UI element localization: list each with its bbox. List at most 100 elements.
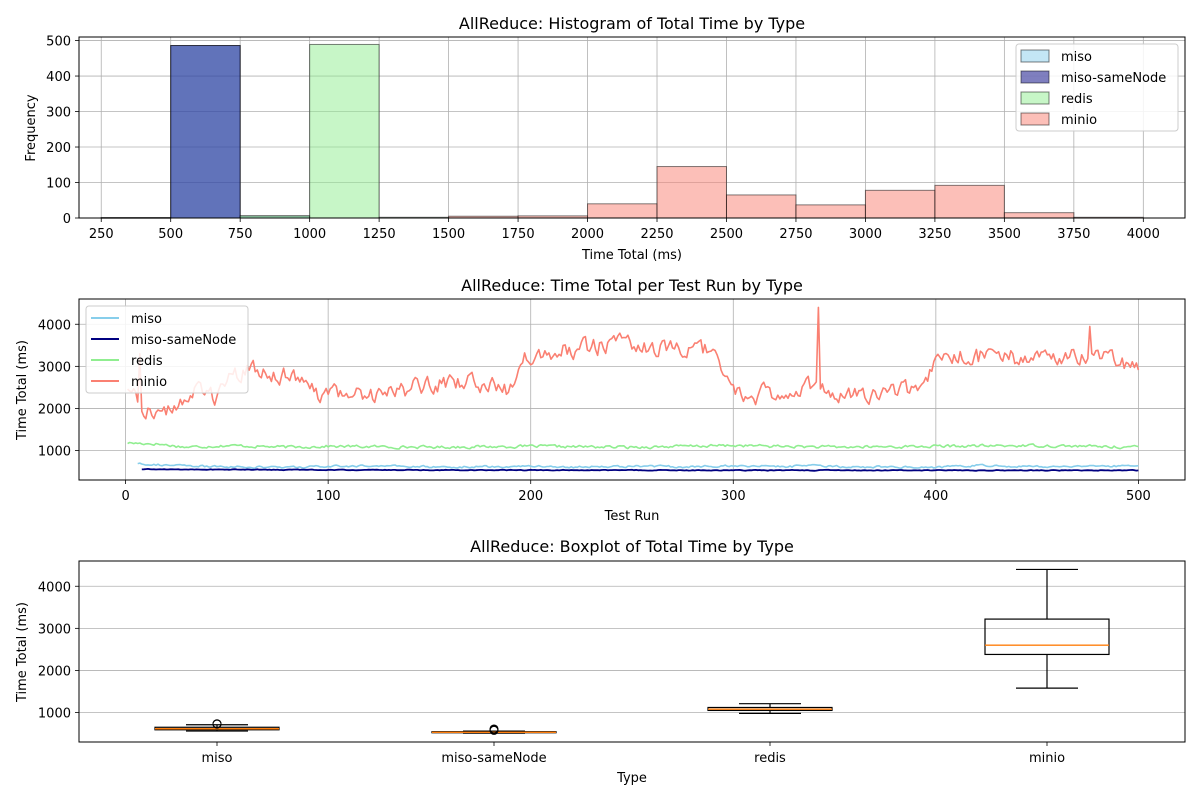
boxplot-x-axis-label: Type (616, 771, 647, 786)
histogram-tick-label-y-300: 300 (46, 106, 71, 121)
histogram-bar-minio-2250 (656, 166, 727, 219)
histogram-bar-minio-3250 (934, 184, 1005, 219)
line-legend-label-redis: redis (131, 354, 163, 369)
boxplot-tick-label-y-1000: 1000 (38, 707, 71, 722)
histogram-legend-label-miso-samenode: miso-sameNode (1061, 71, 1166, 86)
histogram-legend-swatch-miso (1020, 49, 1050, 63)
histogram-tick-label-y-200: 200 (46, 141, 71, 156)
boxplot-y-axis-label: Time Total (ms) (15, 602, 30, 703)
histogram-y-ticks: 0 100 200 300 400 500 (46, 35, 79, 227)
line-legend-label-miso-samenode: miso-sameNode (131, 333, 236, 348)
histogram-tick-label-y-500: 500 (46, 35, 71, 50)
histogram-legend-swatch-redis (1020, 91, 1050, 105)
histogram-x-axis-label: Time Total (ms) (581, 248, 682, 263)
histogram-tick-label-x-1750: 1750 (502, 227, 535, 242)
line-tick-label-x-400: 400 (923, 489, 948, 504)
histogram-bar-minio-3500 (1003, 212, 1075, 219)
line-x-axis-label: Test Run (604, 509, 660, 524)
histogram-legend-label-minio: minio (1061, 113, 1097, 128)
line-legend: miso miso-sameNode redis minio (85, 305, 249, 394)
boxplot-plot-frame (78, 560, 1186, 743)
line-series-redis (127, 441, 1139, 450)
line-tick-label-x-200: 200 (518, 489, 543, 504)
boxplot-x-ticks: miso miso-sameNode redis minio (201, 742, 1065, 766)
histogram-tick-label-x-4000: 4000 (1127, 227, 1160, 242)
line-y-ticks: 1000 2000 3000 4000 (38, 318, 79, 460)
histogram-legend-swatch-minio (1020, 112, 1050, 126)
line-tick-label-x-0: 0 (121, 489, 129, 504)
line-series (127, 306, 1140, 472)
boxplot-tick-label-x-miso-samenode: miso-sameNode (441, 751, 546, 766)
histogram-tick-label-x-250: 250 (89, 227, 114, 242)
histogram-tick-label-x-2500: 2500 (710, 227, 743, 242)
histogram-tick-label-x-2000: 2000 (571, 227, 604, 242)
histogram-legend-label-miso: miso (1061, 50, 1092, 65)
line-legend-box (85, 305, 249, 394)
line-tick-label-y-1000: 1000 (38, 445, 71, 460)
histogram-tick-label-y-0: 0 (63, 212, 71, 227)
line-legend-label-minio: minio (131, 375, 167, 390)
histogram-tick-label-x-1000: 1000 (293, 227, 326, 242)
histogram-bars (100, 43, 1144, 219)
histogram-tick-label-x-3750: 3750 (1057, 227, 1090, 242)
line-series-miso-samenode (141, 468, 1139, 472)
boxplot-tick-label-x-redis: redis (754, 751, 786, 766)
histogram-tick-label-x-1500: 1500 (432, 227, 465, 242)
histogram-legend-box (1015, 43, 1179, 132)
boxplot-tick-label-x-minio: minio (1029, 751, 1065, 766)
boxplot-box-minio (984, 618, 1110, 656)
histogram-tick-label-y-400: 400 (46, 70, 71, 85)
histogram-bar-minio-2000 (587, 203, 658, 219)
line-tick-label-x-300: 300 (721, 489, 746, 504)
boxplot-grid (79, 585, 1185, 713)
boxplot-tick-label-y-2000: 2000 (38, 664, 71, 679)
line-series-miso (137, 462, 1139, 469)
boxplot-boxes (154, 568, 1110, 735)
line-tick-label-y-3000: 3000 (38, 360, 71, 375)
line-legend-label-miso: miso (131, 312, 162, 327)
line-tick-label-x-500: 500 (1126, 489, 1151, 504)
line-series-minio (127, 306, 1140, 420)
histogram-bar-redis-1000 (309, 43, 380, 219)
histogram-tick-label-y-100: 100 (46, 177, 71, 192)
line-tick-label-y-4000: 4000 (38, 318, 71, 333)
histogram-legend: miso miso-sameNode redis minio (1015, 43, 1179, 132)
histogram-tick-label-x-750: 750 (228, 227, 253, 242)
line-tick-label-y-2000: 2000 (38, 402, 71, 417)
boxplot-outlier-miso-samenode-2 (489, 724, 499, 734)
histogram-tick-label-x-500: 500 (158, 227, 183, 242)
histogram-tick-label-x-2750: 2750 (779, 227, 812, 242)
line-y-axis-label: Time Total (ms) (15, 340, 30, 441)
histogram-grid (79, 37, 1185, 219)
boxplot-title: AllReduce: Boxplot of Total Time by Type (470, 537, 794, 556)
boxplot-panel: AllReduce: Boxplot of Total Time by Type… (15, 537, 1186, 786)
line-grid (79, 299, 1185, 480)
boxplot-y-ticks: 1000 2000 3000 4000 (38, 580, 79, 722)
histogram-y-axis-label: Frequency (24, 94, 39, 161)
line-title: AllReduce: Time Total per Test Run by Ty… (461, 276, 803, 295)
histogram-panel: AllReduce: Histogram of Total Time by Ty… (24, 14, 1186, 263)
histogram-plot-frame (78, 36, 1186, 219)
histogram-title: AllReduce: Histogram of Total Time by Ty… (459, 14, 805, 33)
histogram-tick-label-x-1250: 1250 (363, 227, 396, 242)
boxplot-tick-label-y-4000: 4000 (38, 580, 71, 595)
boxplot-tick-label-x-miso: miso (201, 751, 232, 766)
histogram-tick-label-x-2250: 2250 (640, 227, 673, 242)
histogram-legend-label-redis: redis (1061, 92, 1093, 107)
histogram-bar-minio-3000 (864, 189, 936, 219)
line-plot-frame (78, 298, 1186, 481)
line-x-ticks: 0 100 200 300 400 500 (121, 480, 1151, 504)
boxplot-tick-label-y-3000: 3000 (38, 622, 71, 637)
histogram-bar-minio-2750 (795, 204, 866, 219)
histogram-tick-label-x-3250: 3250 (918, 227, 951, 242)
histogram-tick-label-x-3500: 3500 (988, 227, 1021, 242)
histogram-tick-label-x-3000: 3000 (849, 227, 882, 242)
histogram-bar-minio-2500 (725, 194, 797, 219)
histogram-bar-miso-samenode-500 (170, 45, 241, 219)
line-tick-label-x-100: 100 (316, 489, 341, 504)
histogram-x-ticks: 250 500 750 1000 1250 1500 1750 2000 2250 2500 275… (89, 218, 1160, 242)
boxplot-outlier-miso-1 (212, 719, 222, 729)
line-panel: AllReduce: Time Total per Test Run by Ty… (15, 276, 1186, 524)
histogram-legend-swatch-miso-samenode (1020, 70, 1050, 84)
